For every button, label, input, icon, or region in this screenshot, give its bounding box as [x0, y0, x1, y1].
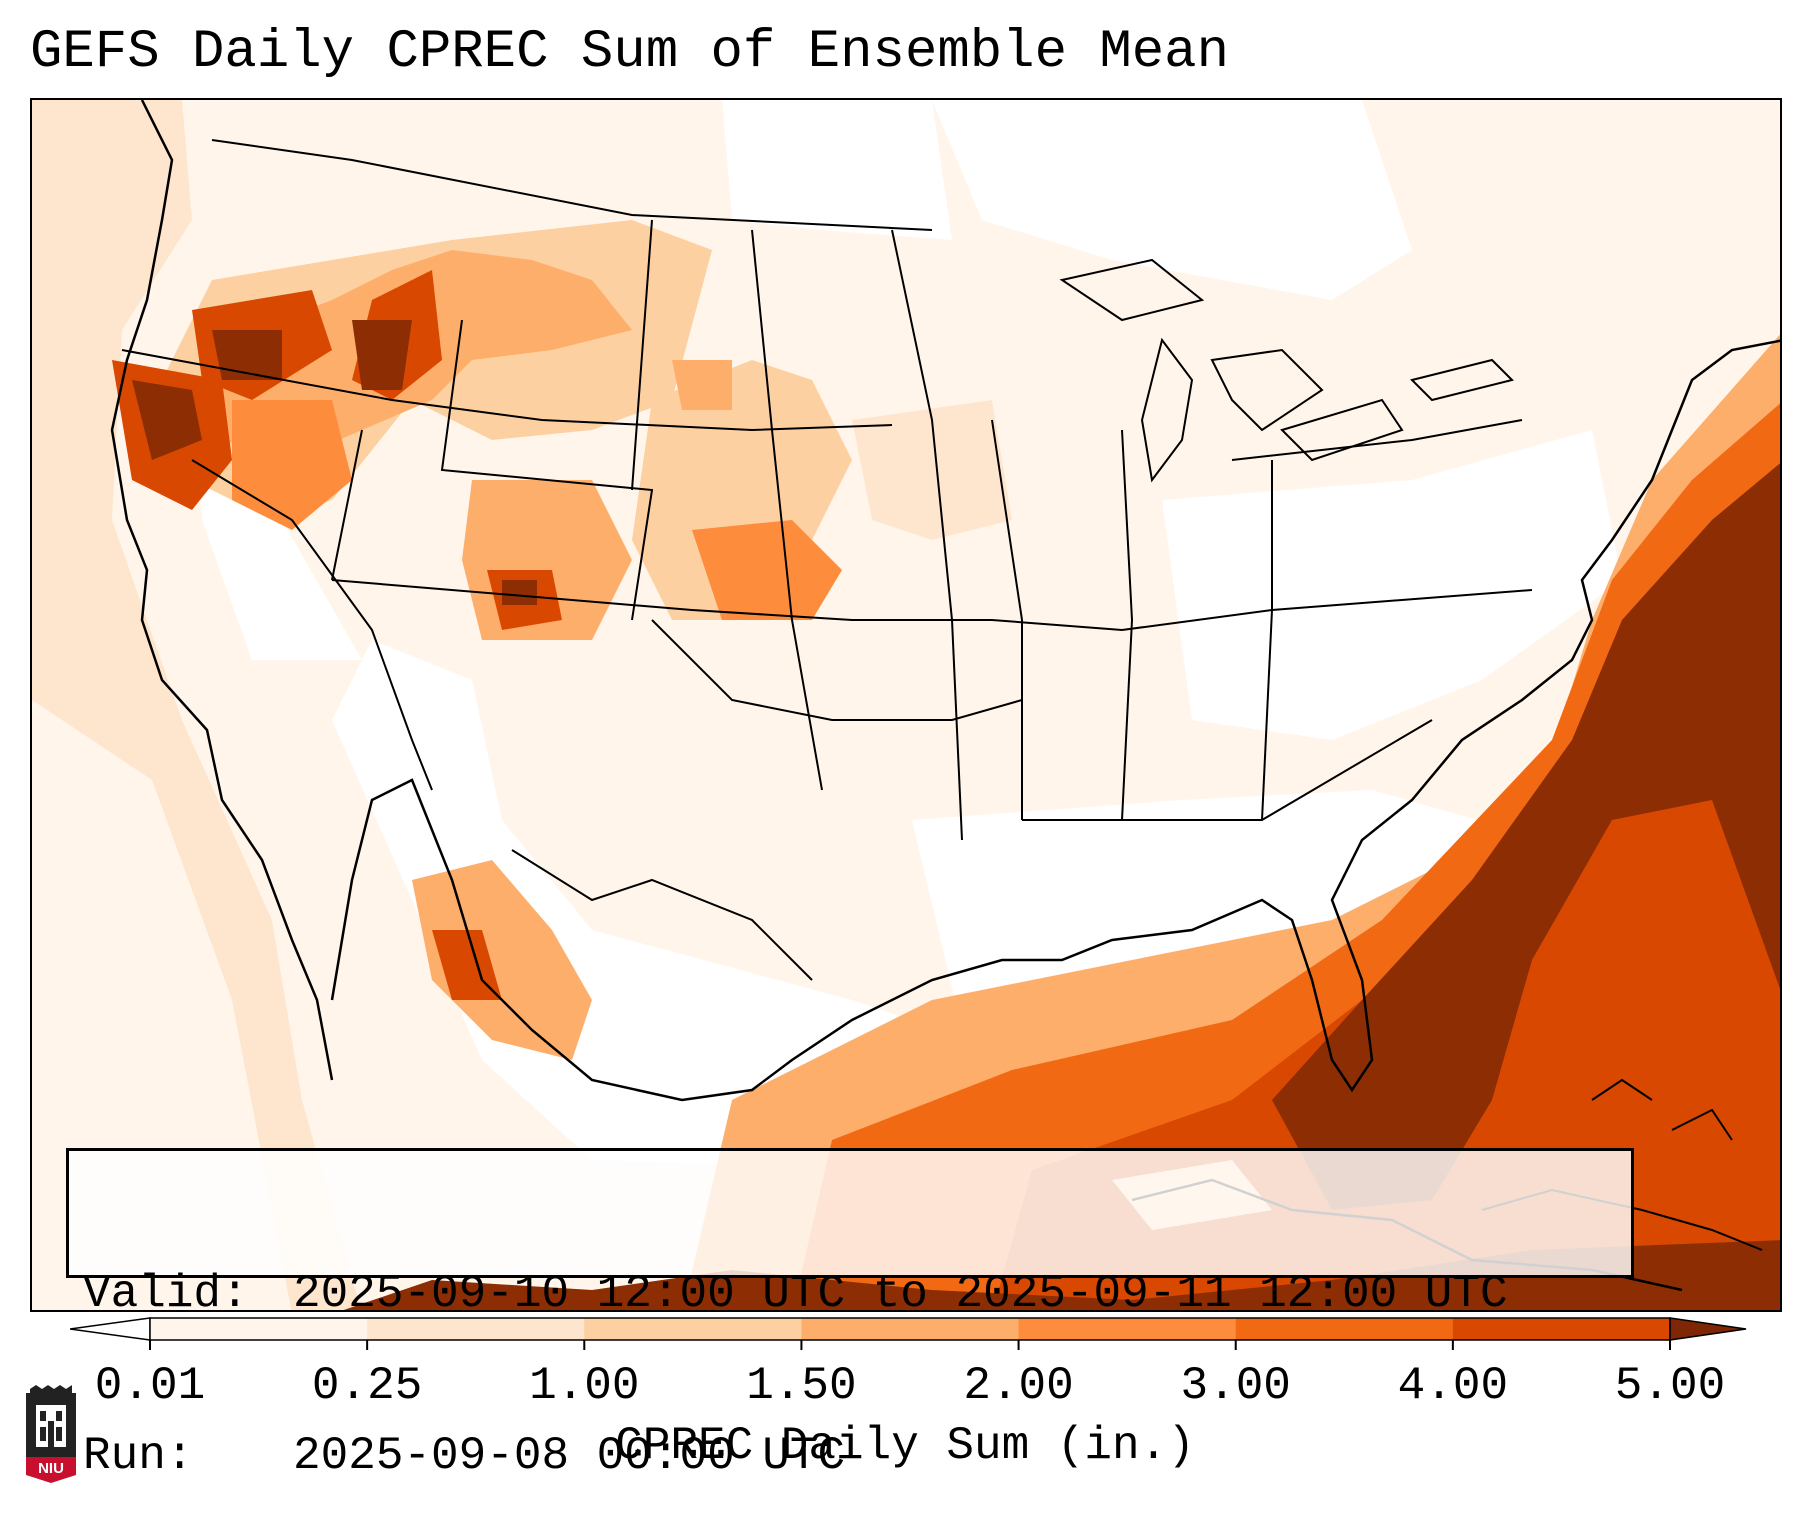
colorbar-tick-label: 2.00 — [963, 1360, 1074, 1412]
colorbar-outline — [149, 1317, 1671, 1341]
run-value: 2025-09-08 00:00 UTC — [293, 1430, 846, 1482]
run-row: Run: 2025-09-08 00:00 UTC — [83, 1429, 1631, 1483]
colorbar-tick-label: 3.00 — [1180, 1360, 1291, 1412]
mexico-precip — [412, 860, 592, 1060]
atlantic-precip-heavy — [993, 483, 1780, 1310]
dry-canada — [932, 100, 1412, 300]
south-dakota-precip — [672, 360, 732, 410]
colorbar-tick-label: 4.00 — [1397, 1360, 1509, 1412]
oregon-peak — [212, 330, 282, 380]
dry-north-plains — [722, 100, 952, 240]
state-borders — [121, 139, 1533, 981]
colorbar-tick-label: 0.01 — [94, 1360, 206, 1412]
colorbar-segment — [367, 1318, 585, 1340]
midwest-shade — [852, 400, 1012, 540]
colorbar-tick-label: 1.00 — [529, 1360, 640, 1412]
valid-label: Valid: — [83, 1268, 249, 1320]
california-coast-peak — [132, 380, 202, 460]
four-corners-peak — [502, 580, 537, 605]
colorbar-segment — [150, 1318, 368, 1340]
valid-row: Valid: 2025-09-10 12:00 UTC to 2025-09-11… — [83, 1267, 1631, 1321]
great-lakes — [1059, 258, 1514, 483]
colorbar — [70, 1317, 1747, 1350]
dry-ohio-valley — [1162, 430, 1622, 740]
colorbar-segment — [801, 1318, 1020, 1340]
colorbar-tick-label: 5.00 — [1614, 1360, 1726, 1412]
valid-run-info-box: Valid: 2025-09-10 12:00 UTC to 2025-09-11… — [66, 1148, 1634, 1482]
map-panel[interactable] — [30, 98, 1782, 1312]
atlantic-max — [1272, 463, 1780, 1210]
colorbar-label: CPREC Daily Sum (in.) — [615, 1420, 1195, 1472]
colorbar-under-arrow — [70, 1317, 151, 1341]
niu-logo-text: NIU — [38, 1460, 64, 1477]
colorbar-segment — [584, 1318, 802, 1340]
map-title: GEFS Daily CPREC Sum of Ensemble Mean — [30, 22, 1229, 83]
colorbar-segment — [1018, 1318, 1237, 1340]
nevada-precip — [232, 400, 352, 530]
caribbean-max — [343, 1240, 1780, 1310]
niu-logo-icon: NIU — [26, 1385, 76, 1483]
valid-value: 2025-09-10 12:00 UTC to 2025-09-11 12:00… — [293, 1268, 1508, 1320]
idaho-peak — [352, 320, 412, 390]
precipitation-map — [32, 100, 1780, 1310]
run-label: Run: — [83, 1430, 194, 1482]
colorbar-segment — [1235, 1318, 1454, 1340]
colorbar-tick-label: 0.25 — [311, 1360, 423, 1412]
colorbar-tick-label: 1.50 — [746, 1360, 857, 1412]
kansas-precip — [692, 520, 842, 620]
colorbar-segment — [1452, 1318, 1671, 1340]
colorbar-over-arrow — [1669, 1317, 1747, 1341]
